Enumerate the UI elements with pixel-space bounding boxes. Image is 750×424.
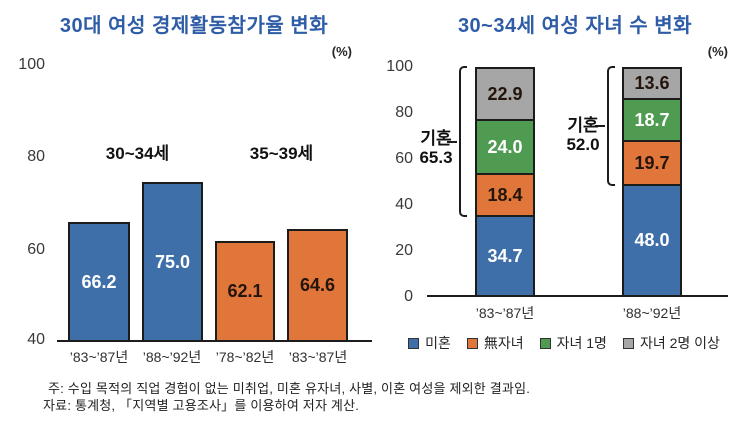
left-ytick-60: 60 bbox=[27, 241, 45, 258]
right-ytick-60: 60 bbox=[395, 150, 413, 167]
segment-value-label: 18.4 bbox=[487, 184, 523, 205]
left-ytick-80: 80 bbox=[27, 148, 45, 165]
bar-value-label: 62.1 bbox=[227, 281, 263, 301]
bar-value-label: 64.6 bbox=[299, 275, 336, 295]
group-label-35-39: 35~39세 bbox=[249, 144, 314, 163]
bar-value-label: 75.0 bbox=[154, 251, 191, 272]
legend-label: 자녀 1명 bbox=[556, 335, 607, 351]
left-xtick-1: ’83~’87년 bbox=[69, 349, 129, 365]
segment-value-label: 19.7 bbox=[634, 152, 670, 173]
legend-square-icon bbox=[622, 337, 634, 349]
legend: 미혼 無자녀 자녀 1명 자녀 2명 이상 bbox=[378, 333, 750, 353]
right-x-axis-line bbox=[427, 295, 728, 297]
married-annotation-text: 기혼 bbox=[420, 129, 452, 148]
segment-nochildren: 18.4 bbox=[477, 175, 533, 217]
left-chart-title: 30대 여성 경제활동참가율 변화 bbox=[59, 15, 329, 37]
legend-label: 미혼 bbox=[425, 335, 451, 351]
married-bracket-connector bbox=[595, 125, 605, 127]
married-annotation-88-92: 기혼 52.0 bbox=[558, 116, 608, 154]
married-annotation-83-87: 기혼 65.3 bbox=[412, 129, 460, 167]
legend-item-children1: 자녀 1명 bbox=[539, 333, 607, 353]
segment-value-label: 48.0 bbox=[634, 230, 670, 250]
right-xtick-1: ’83~’87년 bbox=[475, 305, 535, 321]
legend-item-nochildren: 無자녀 bbox=[466, 333, 524, 353]
segment-unmarried: 48.0 bbox=[624, 186, 680, 295]
legend-square-icon bbox=[408, 337, 420, 349]
right-xtick-2: ’88~’92년 bbox=[622, 305, 682, 321]
footnote-source: 자료: 통계청, 「지역별 고용조사」를 이용하여 저자 계산. bbox=[43, 398, 360, 413]
right-percent-unit-label: (%) bbox=[707, 44, 728, 59]
legend-item-children2plus: 자녀 2명 이상 bbox=[622, 333, 720, 353]
legend-square-icon bbox=[539, 337, 551, 349]
segment-value-label: 18.7 bbox=[634, 109, 670, 130]
group-label-30-34: 30~34세 bbox=[105, 144, 170, 163]
bar-30-34-88-92: 75.0 bbox=[142, 182, 203, 342]
right-ytick-100: 100 bbox=[386, 58, 413, 75]
left-xtick-3: ’78~’82년 bbox=[215, 349, 275, 365]
bar-value-label: 66.2 bbox=[81, 271, 117, 292]
married-annotation-value: 52.0 bbox=[566, 135, 600, 154]
legend-label: 자녀 2명 이상 bbox=[639, 335, 720, 351]
left-percent-unit-label: (%) bbox=[331, 44, 352, 59]
segment-children1: 18.7 bbox=[624, 100, 680, 142]
segment-nochildren: 19.7 bbox=[624, 142, 680, 186]
legend-item-unmarried: 미혼 bbox=[408, 333, 451, 353]
stacked-bar-83-87: 22.9 24.0 18.4 34.7 bbox=[475, 67, 535, 297]
bar-35-39-78-82: 62.1 bbox=[215, 241, 275, 342]
right-chart-title: 30~34세 여성 자녀 수 변화 bbox=[457, 15, 693, 37]
left-xtick-4: ’83~’87년 bbox=[288, 349, 348, 365]
left-ytick-100: 100 bbox=[18, 56, 45, 73]
married-annotation-text: 기혼 bbox=[567, 116, 599, 135]
married-bracket-83-87 bbox=[459, 66, 467, 217]
segment-value-label: 13.6 bbox=[634, 73, 670, 93]
married-bracket-88-92 bbox=[607, 66, 615, 186]
right-ytick-0: 0 bbox=[404, 288, 413, 305]
footnote-note: 주: 수입 목적의 직업 경험이 없는 미취업, 미혼 유자녀, 사별, 이혼 … bbox=[48, 381, 531, 396]
bar-30-34-83-87: 66.2 bbox=[68, 222, 130, 342]
right-ytick-40: 40 bbox=[395, 196, 413, 213]
segment-value-label: 24.0 bbox=[487, 136, 523, 157]
segment-children2plus: 13.6 bbox=[624, 69, 680, 100]
left-x-axis-line bbox=[57, 340, 372, 342]
legend-label: 無자녀 bbox=[483, 335, 524, 351]
bar-35-39-83-87: 64.6 bbox=[287, 229, 348, 342]
married-bracket-connector bbox=[447, 141, 457, 143]
legend-square-icon bbox=[466, 337, 478, 349]
right-ytick-20: 20 bbox=[395, 242, 413, 259]
right-ytick-80: 80 bbox=[395, 104, 413, 121]
left-xtick-2: ’88~’92년 bbox=[142, 349, 202, 365]
segment-children2plus: 22.9 bbox=[477, 69, 533, 121]
left-ytick-40: 40 bbox=[27, 331, 45, 348]
segment-children1: 24.0 bbox=[477, 121, 533, 175]
segment-unmarried: 34.7 bbox=[477, 217, 533, 295]
segment-value-label: 22.9 bbox=[487, 83, 523, 104]
married-annotation-value: 65.3 bbox=[419, 148, 453, 167]
segment-value-label: 34.7 bbox=[487, 245, 523, 266]
stacked-bar-88-92: 13.6 18.7 19.7 48.0 bbox=[622, 67, 682, 297]
